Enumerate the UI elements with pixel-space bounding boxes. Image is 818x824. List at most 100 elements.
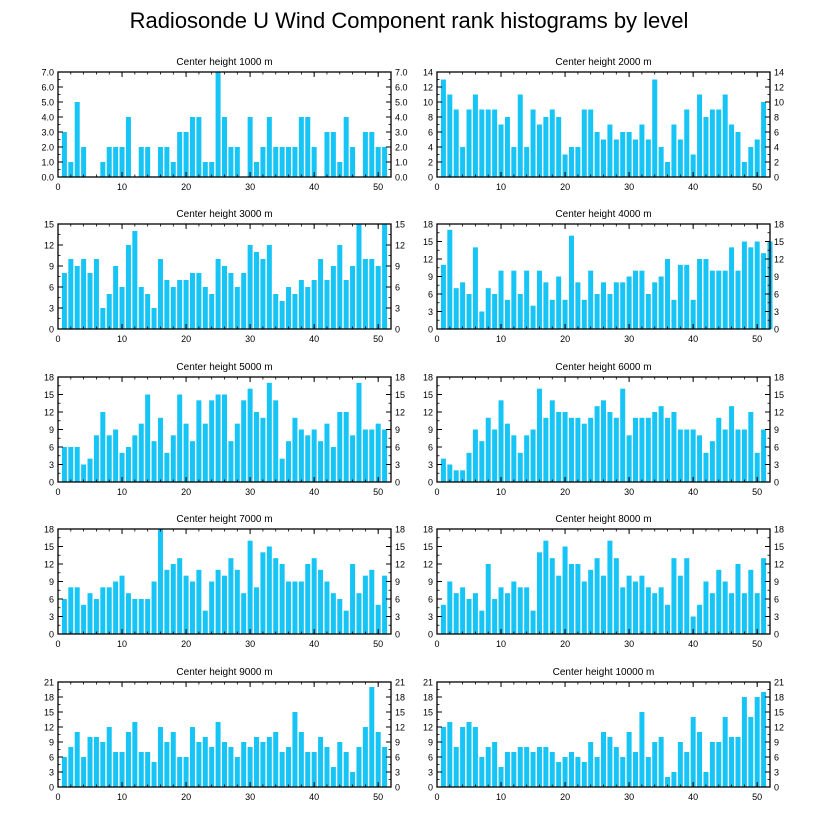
histogram-bar bbox=[279, 147, 285, 177]
histogram-bar bbox=[658, 406, 664, 482]
x-tick-label: 20 bbox=[181, 792, 191, 802]
y-tick-label: 0.0 bbox=[395, 173, 408, 183]
histogram-bar bbox=[311, 147, 317, 177]
histogram-bar bbox=[260, 742, 266, 787]
histogram-bar bbox=[697, 435, 703, 482]
histogram-bar bbox=[183, 423, 189, 482]
histogram-bar bbox=[633, 270, 639, 329]
histogram-bar bbox=[189, 273, 195, 329]
histogram-bar bbox=[536, 747, 542, 787]
histogram-bar bbox=[748, 717, 754, 787]
histogram-bar bbox=[447, 581, 453, 634]
histogram-bar bbox=[543, 282, 549, 329]
histogram-bar bbox=[517, 587, 523, 634]
histogram-bar bbox=[639, 417, 645, 482]
histogram-bar bbox=[748, 412, 754, 482]
x-tick-label: 40 bbox=[309, 487, 319, 497]
y-tick-label: 15 bbox=[395, 390, 405, 400]
histogram-bar bbox=[164, 742, 170, 787]
histogram-bar bbox=[613, 558, 619, 634]
x-tick-label: 50 bbox=[752, 792, 762, 802]
histogram-bar bbox=[247, 540, 253, 634]
histogram-bar bbox=[492, 429, 498, 482]
histogram-bar bbox=[601, 282, 606, 329]
y-tick-label: 21 bbox=[395, 678, 405, 688]
y-tick-label: 6 bbox=[428, 753, 433, 763]
histogram-bar bbox=[170, 732, 176, 787]
histogram-bar bbox=[106, 587, 112, 634]
histogram-bar bbox=[138, 599, 144, 634]
histogram-bar bbox=[74, 587, 80, 634]
histogram-bar bbox=[741, 241, 747, 329]
histogram-bar bbox=[266, 382, 272, 482]
y-tick-label: 3 bbox=[49, 612, 54, 622]
histogram-bar bbox=[665, 417, 671, 482]
y-tick-label: 7.0 bbox=[41, 68, 54, 78]
histogram-bar bbox=[562, 546, 568, 634]
y-tick-label: 3 bbox=[395, 460, 400, 470]
histogram-bar bbox=[113, 752, 119, 787]
y-tick-label: 12 bbox=[395, 723, 405, 733]
histogram-bar bbox=[260, 147, 266, 177]
histogram-bar bbox=[209, 400, 215, 482]
histogram-bar bbox=[343, 117, 349, 177]
histogram-bar bbox=[639, 270, 645, 329]
histogram-bar bbox=[330, 593, 336, 634]
x-tick-label: 10 bbox=[117, 334, 127, 344]
y-tick-label: 6 bbox=[395, 443, 400, 453]
histogram-bar bbox=[113, 581, 119, 634]
histogram-bar bbox=[748, 247, 754, 329]
histogram-bar bbox=[472, 429, 478, 482]
histogram-bar bbox=[581, 423, 587, 482]
histogram-bar bbox=[369, 259, 375, 329]
x-tick-label: 50 bbox=[752, 487, 762, 497]
y-tick-label: 6 bbox=[49, 443, 54, 453]
histogram-bar bbox=[81, 464, 87, 482]
y-tick-label: 0 bbox=[428, 173, 433, 183]
histogram-bar bbox=[106, 294, 112, 329]
y-tick-label: 0 bbox=[49, 630, 54, 640]
histogram-bar bbox=[594, 406, 600, 482]
histogram-bar bbox=[703, 772, 709, 787]
histogram-bar bbox=[292, 712, 298, 787]
y-tick-label: 15 bbox=[395, 708, 405, 718]
histogram-bar bbox=[145, 394, 151, 482]
histogram-bar bbox=[684, 752, 690, 787]
y-tick-label: 2.0 bbox=[395, 143, 408, 153]
y-tick-label: 0 bbox=[774, 325, 779, 335]
histogram-bar bbox=[164, 452, 170, 482]
y-tick-label: 18 bbox=[395, 693, 405, 703]
histogram-bar bbox=[466, 109, 472, 177]
y-tick-label: 15 bbox=[423, 708, 433, 718]
histogram-bar bbox=[305, 435, 311, 482]
histogram-bar bbox=[652, 593, 658, 634]
histogram-bar bbox=[286, 581, 292, 634]
histogram-bar bbox=[311, 429, 317, 482]
x-tick-label: 0 bbox=[55, 792, 60, 802]
histogram-bar bbox=[748, 147, 754, 177]
histogram-bar bbox=[684, 558, 690, 634]
panel-title: Center height 8000 m bbox=[555, 514, 651, 525]
histogram-bar bbox=[658, 276, 664, 329]
histogram-bar bbox=[196, 400, 202, 482]
histogram-bar bbox=[741, 429, 747, 482]
histogram-bar bbox=[556, 412, 562, 482]
y-tick-label: 15 bbox=[774, 237, 784, 247]
histogram-bar bbox=[754, 593, 760, 634]
histogram-bar bbox=[254, 412, 260, 482]
histogram-bar bbox=[466, 452, 472, 482]
histogram-bar bbox=[61, 447, 67, 482]
y-tick-label: 0 bbox=[395, 478, 400, 488]
histogram-bar bbox=[81, 147, 87, 177]
histogram-bar bbox=[228, 441, 234, 482]
histogram-bar bbox=[594, 132, 600, 177]
histogram-bar bbox=[177, 132, 183, 177]
histogram-bar bbox=[613, 747, 619, 787]
histogram-bar bbox=[581, 581, 587, 634]
histogram-bar bbox=[61, 273, 67, 329]
y-tick-label: 3 bbox=[774, 307, 779, 317]
histogram-bar bbox=[170, 564, 176, 634]
